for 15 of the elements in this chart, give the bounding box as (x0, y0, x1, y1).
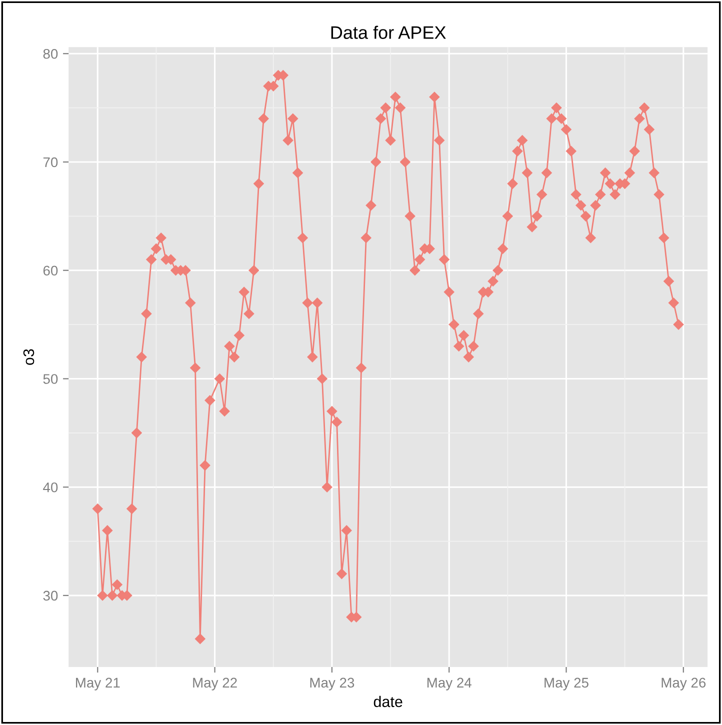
x-tick-label: May 24 (427, 678, 472, 690)
x-tick-label: May 23 (310, 678, 354, 690)
x-tick-label: May 22 (193, 678, 237, 690)
y-tick-label: 80 (43, 48, 58, 59)
chart-title: Data for APEX (331, 26, 446, 39)
y-tick-label: 60 (43, 266, 58, 276)
x-tick-label: May 21 (76, 678, 120, 690)
y-tick-label: 70 (43, 157, 58, 168)
y-tick-label: 50 (43, 374, 58, 384)
x-tick-label: May 25 (544, 678, 588, 690)
y-axis-title: o3 (23, 349, 34, 365)
y-tick-label: 30 (43, 590, 58, 601)
y-tick-label: 40 (43, 482, 58, 492)
x-tick-label: May 26 (662, 678, 706, 690)
x-axis-title: date (374, 696, 402, 708)
